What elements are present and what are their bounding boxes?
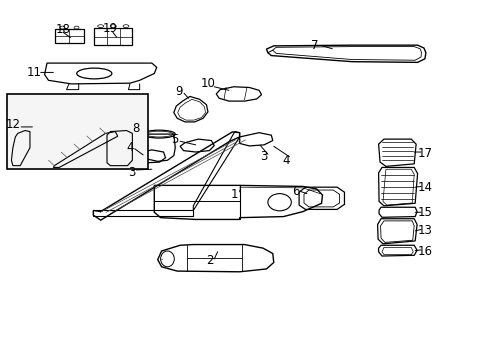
- Bar: [94, 28, 132, 45]
- Text: 4: 4: [126, 141, 133, 154]
- Text: 19: 19: [102, 22, 118, 35]
- Text: 3: 3: [127, 166, 135, 179]
- Text: 2: 2: [206, 254, 214, 267]
- Text: 4: 4: [282, 154, 289, 167]
- Text: 18: 18: [56, 23, 70, 36]
- Text: 1: 1: [230, 188, 238, 201]
- Text: 8: 8: [132, 122, 140, 135]
- Bar: [7, 94, 148, 169]
- Text: 10: 10: [200, 77, 215, 90]
- Text: 13: 13: [417, 224, 431, 237]
- Text: 6: 6: [291, 185, 299, 198]
- Text: 14: 14: [417, 181, 431, 194]
- Text: 7: 7: [311, 39, 318, 52]
- Text: 17: 17: [417, 147, 431, 159]
- Text: 12: 12: [5, 118, 20, 131]
- Text: 9: 9: [175, 85, 183, 98]
- Text: 3: 3: [260, 150, 267, 163]
- Text: 15: 15: [417, 207, 431, 220]
- Text: 11: 11: [26, 66, 41, 79]
- Bar: [55, 30, 83, 43]
- Text: 16: 16: [417, 244, 431, 257]
- Text: 5: 5: [171, 133, 179, 146]
